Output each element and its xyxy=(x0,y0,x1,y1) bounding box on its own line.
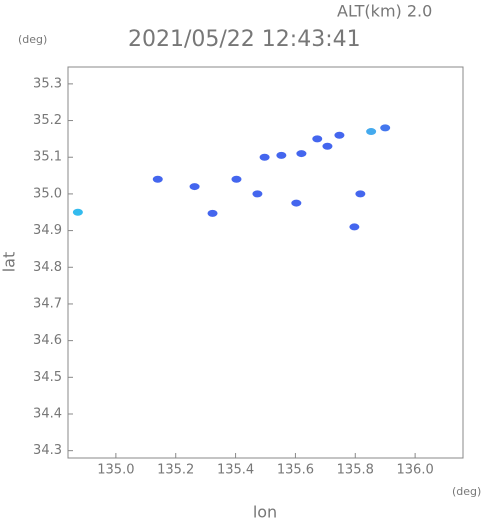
y-tick-label: 34.8 xyxy=(33,260,62,275)
y-tick-label: 35.0 xyxy=(33,186,62,201)
altitude-label: ALT(km) 2.0 xyxy=(337,2,432,21)
echo-cell xyxy=(231,175,242,183)
x-tick-label: 136.0 xyxy=(397,463,434,478)
y-tick-label: 34.5 xyxy=(33,370,62,385)
x-tick-label: 135.2 xyxy=(157,463,194,478)
echo-cell xyxy=(189,183,200,191)
plot-frame xyxy=(67,66,464,459)
echo-cell xyxy=(296,150,307,158)
echo-cell xyxy=(252,190,263,198)
y-tick-label: 35.2 xyxy=(33,113,62,128)
y-tick-label: 35.1 xyxy=(33,150,62,165)
x-tick-label: 135.8 xyxy=(337,463,374,478)
echo-cell xyxy=(380,124,391,132)
echo-cell xyxy=(152,175,163,183)
y-tick-label: 34.4 xyxy=(33,406,62,421)
echo-cell xyxy=(355,190,366,198)
x-unit: (deg) xyxy=(452,485,481,498)
x-tick-label: 135.6 xyxy=(277,463,314,478)
y-unit: (deg) xyxy=(18,33,47,46)
echo-cell xyxy=(322,142,333,150)
y-tick-label: 34.3 xyxy=(33,443,62,458)
echo-cell xyxy=(72,208,83,216)
echo-cell xyxy=(334,131,345,139)
y-tick-label: 34.9 xyxy=(33,223,62,238)
echo-cell xyxy=(312,135,323,143)
x-axis-label: lon xyxy=(253,503,277,521)
echo-cell xyxy=(291,199,302,207)
x-tick-label: 135.4 xyxy=(217,463,254,478)
chart-title: 2021/05/22 12:43:41 xyxy=(128,27,361,52)
echo-cell xyxy=(349,223,360,231)
y-axis-label: lat xyxy=(0,252,19,273)
y-tick-label: 35.3 xyxy=(33,76,62,91)
echo-cell xyxy=(366,128,377,136)
y-tick-label: 34.7 xyxy=(33,296,62,311)
echo-cell xyxy=(259,153,270,161)
echo-cell xyxy=(276,151,287,159)
echo-cell xyxy=(207,209,218,217)
x-tick-label: 135.0 xyxy=(97,463,134,478)
y-tick-label: 34.6 xyxy=(33,333,62,348)
